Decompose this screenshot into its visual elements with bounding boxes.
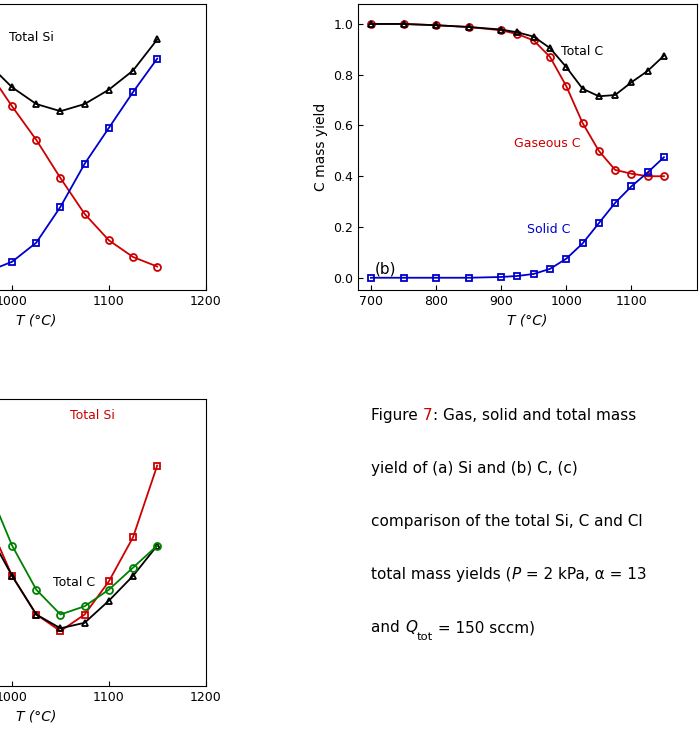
Y-axis label: C mass yield: C mass yield xyxy=(314,103,328,191)
Text: = 2 kPa, α = 13: = 2 kPa, α = 13 xyxy=(522,567,647,583)
X-axis label: T (°C): T (°C) xyxy=(16,314,57,328)
X-axis label: T (°C): T (°C) xyxy=(507,314,547,328)
Text: (b): (b) xyxy=(375,261,396,276)
Text: total mass yields (: total mass yields ( xyxy=(372,567,512,583)
Text: Solid C: Solid C xyxy=(527,223,570,236)
Text: comparison of the total Si, C and Cl: comparison of the total Si, C and Cl xyxy=(372,514,643,529)
Text: 7: 7 xyxy=(423,408,433,423)
Text: Q: Q xyxy=(405,620,417,635)
Text: Total Si: Total Si xyxy=(9,31,54,44)
Text: Gaseous C: Gaseous C xyxy=(514,137,580,150)
Text: : Gas, solid and total mass: : Gas, solid and total mass xyxy=(433,408,636,423)
X-axis label: T (°C): T (°C) xyxy=(16,710,57,723)
Text: yield of (a) Si and (b) C, (c): yield of (a) Si and (b) C, (c) xyxy=(372,461,578,476)
Text: = 150 sccm): = 150 sccm) xyxy=(433,620,536,635)
Text: P: P xyxy=(512,567,522,583)
Text: Total C: Total C xyxy=(53,576,95,589)
Text: Total Si: Total Si xyxy=(70,410,115,423)
Text: tot: tot xyxy=(417,631,433,642)
Text: Total C: Total C xyxy=(561,45,603,58)
Text: Figure: Figure xyxy=(372,408,423,423)
Text: and: and xyxy=(372,620,405,635)
